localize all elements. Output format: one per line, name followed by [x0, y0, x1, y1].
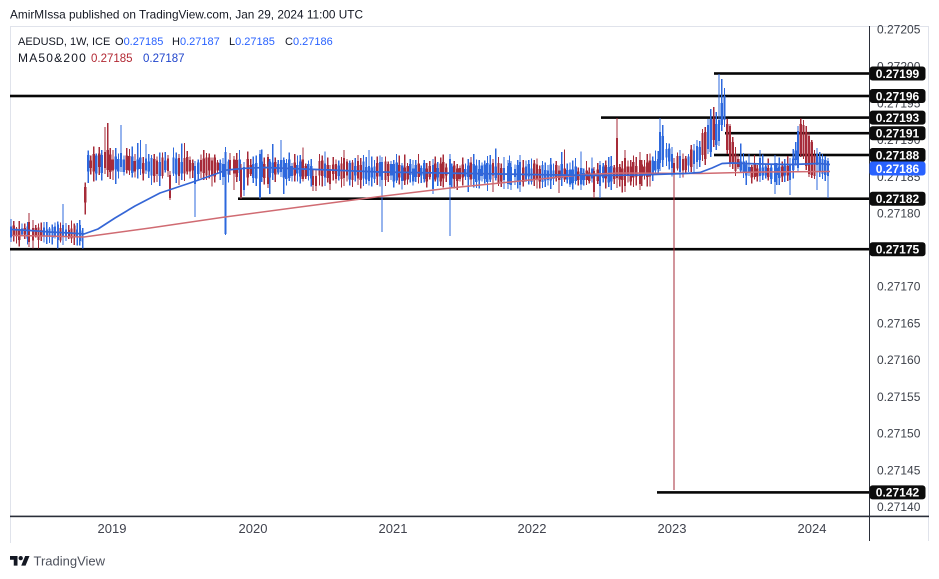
svg-text:TradingView: TradingView [34, 554, 106, 569]
svg-text:0.27160: 0.27160 [877, 353, 921, 367]
svg-text:AmirMIssa published on Trading: AmirMIssa published on TradingView.com, … [10, 8, 363, 22]
svg-text:0.27182: 0.27182 [876, 192, 920, 206]
svg-text:2021: 2021 [379, 521, 408, 536]
svg-text:C0.27186: C0.27186 [285, 36, 333, 48]
svg-text:0.27142: 0.27142 [876, 486, 920, 500]
svg-text:0.27187: 0.27187 [143, 53, 185, 65]
svg-text:0.27191: 0.27191 [876, 127, 920, 141]
svg-text:0.27186: 0.27186 [876, 162, 920, 176]
svg-text:2023: 2023 [658, 521, 687, 536]
svg-text:O0.27185: O0.27185 [115, 36, 163, 48]
svg-text:0.27175: 0.27175 [876, 243, 920, 257]
svg-text:AEDUSD, 1W, ICE: AEDUSD, 1W, ICE [18, 36, 110, 48]
svg-text:2019: 2019 [98, 521, 127, 536]
svg-text:0.27165: 0.27165 [877, 316, 921, 330]
svg-text:0.27150: 0.27150 [877, 427, 921, 441]
svg-text:H0.27187: H0.27187 [172, 36, 220, 48]
svg-text:0.27180: 0.27180 [877, 207, 921, 221]
svg-text:0.27155: 0.27155 [877, 390, 921, 404]
svg-text:0.27185: 0.27185 [91, 53, 133, 65]
svg-text:MA50&200: MA50&200 [18, 51, 87, 65]
svg-text:2020: 2020 [239, 521, 268, 536]
svg-text:2024: 2024 [798, 521, 827, 536]
svg-text:0.27145: 0.27145 [877, 463, 921, 477]
svg-text:2022: 2022 [518, 521, 547, 536]
svg-text:L0.27185: L0.27185 [229, 36, 275, 48]
svg-text:0.27193: 0.27193 [876, 111, 920, 125]
svg-text:0.27188: 0.27188 [876, 148, 920, 162]
svg-text:0.27170: 0.27170 [877, 280, 921, 294]
svg-text:0.27205: 0.27205 [877, 23, 921, 37]
svg-text:0.27199: 0.27199 [876, 67, 920, 81]
svg-text:0.27196: 0.27196 [876, 89, 920, 103]
svg-text:0.27140: 0.27140 [877, 500, 921, 514]
